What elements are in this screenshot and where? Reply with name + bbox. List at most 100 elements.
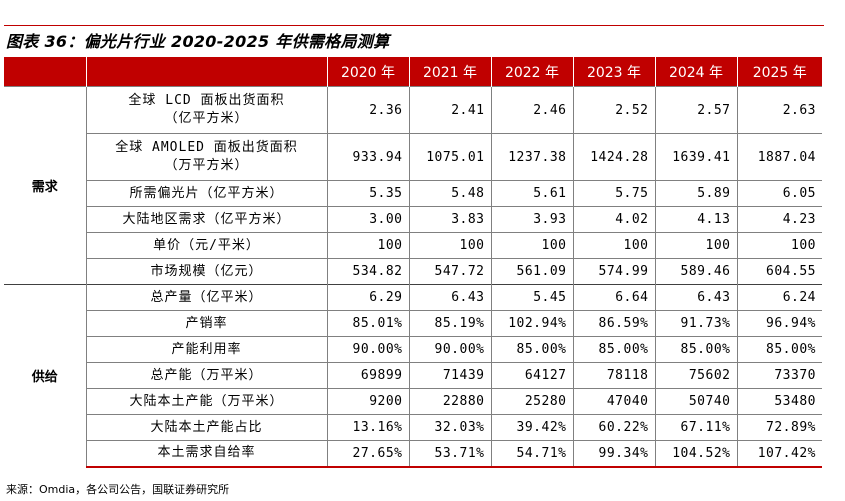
value-cell: 60.22% (572, 414, 655, 441)
table-row: 单价（元/平米） 100 100 100 100 100 100 (4, 232, 822, 259)
value-cell: 90.00% (408, 336, 491, 363)
value-cell: 100 (490, 232, 573, 259)
value-cell: 100 (736, 232, 822, 259)
value-cell: 6.05 (736, 180, 822, 207)
value-cell: 5.61 (490, 180, 573, 207)
value-cell: 25280 (490, 388, 573, 415)
header-year-2023: 2023 年 (572, 57, 655, 87)
value-cell: 4.02 (572, 206, 655, 233)
value-cell: 32.03% (408, 414, 491, 441)
table-body: 需求 全球 LCD 面板出货面积 （亿平方米） 2.36 2.41 2.46 2.52 2.… (4, 86, 822, 468)
value-cell: 2.52 (572, 86, 655, 134)
value-cell: 107.42% (736, 440, 822, 468)
group-label: 需求 (4, 86, 87, 285)
value-cell: 104.52% (654, 440, 737, 468)
value-cell: 67.11% (654, 414, 737, 441)
value-cell: 53.71% (408, 440, 491, 468)
value-cell: 96.94% (736, 310, 822, 337)
value-cell: 1075.01 (408, 133, 491, 181)
value-cell: 1237.38 (490, 133, 573, 181)
value-cell: 69899 (327, 362, 409, 389)
value-cell: 3.93 (490, 206, 573, 233)
value-cell: 1887.04 (736, 133, 822, 181)
value-cell: 5.75 (572, 180, 655, 207)
header-year-2021: 2021 年 (408, 57, 491, 87)
table-row: 大陆本土产能占比 13.16% 32.03% 39.42% 60.22% 67.11% 72… (4, 414, 822, 441)
value-cell: 85.01% (327, 310, 409, 337)
value-cell: 933.94 (327, 133, 409, 181)
value-cell: 534.82 (327, 258, 409, 285)
value-cell: 78118 (572, 362, 655, 389)
header-item-cell (85, 57, 327, 87)
value-cell: 1424.28 (572, 133, 655, 181)
value-cell: 47040 (572, 388, 655, 415)
table-row: 市场规模（亿元） 534.82 547.72 561.09 574.99 589.46 60… (4, 258, 822, 285)
header-group-cell (4, 57, 86, 87)
value-cell: 64127 (490, 362, 573, 389)
header-year-2024: 2024 年 (654, 57, 737, 87)
value-cell: 99.34% (572, 440, 655, 468)
value-cell: 13.16% (327, 414, 409, 441)
value-cell: 574.99 (572, 258, 655, 285)
value-cell: 73370 (736, 362, 822, 389)
value-cell: 90.00% (327, 336, 409, 363)
header-year-2025: 2025 年 (736, 57, 822, 87)
value-cell: 85.00% (572, 336, 655, 363)
value-cell: 53480 (736, 388, 822, 415)
value-cell: 50740 (654, 388, 737, 415)
value-cell: 27.65% (327, 440, 409, 468)
table-row: 产能利用率 90.00% 90.00% 85.00% 85.00% 85.00% 85.00… (4, 336, 822, 363)
table-row: 大陆本土产能（万平米） 9200 22880 25280 47040 50740 53480 (4, 388, 822, 415)
row-label: 总产能（万平米） (86, 362, 328, 389)
row-label: 本土需求自给率 (86, 440, 328, 468)
supply-demand-table: 2020 年 2021 年 2022 年 2023 年 2024 年 2025 … (4, 57, 822, 468)
table-row: 供给 总产量（亿平米） 6.29 6.43 5.45 6.64 6.43 6.24 (4, 284, 822, 467)
row-label: 总产量（亿平米） (86, 284, 328, 311)
header-row: 2020 年 2021 年 2022 年 2023 年 2024 年 2025 … (4, 57, 822, 87)
value-cell: 100 (654, 232, 737, 259)
value-cell: 85.00% (654, 336, 737, 363)
value-cell: 589.46 (654, 258, 737, 285)
header-year-2022: 2022 年 (490, 57, 573, 87)
value-cell: 6.24 (736, 284, 822, 311)
value-cell: 5.45 (490, 284, 573, 311)
row-label: 所需偏光片（亿平方米） (86, 180, 328, 207)
row-label: 大陆本土产能（万平米） (86, 388, 328, 415)
value-cell: 100 (327, 232, 409, 259)
value-cell: 39.42% (490, 414, 573, 441)
row-label: 全球 LCD 面板出货面积 （亿平方米） (86, 86, 328, 134)
value-cell: 85.00% (490, 336, 573, 363)
value-cell: 91.73% (654, 310, 737, 337)
source-note: 来源：Omdia，各公司公告，国联证券研究所 (6, 483, 230, 496)
value-cell: 75602 (654, 362, 737, 389)
value-cell: 547.72 (408, 258, 491, 285)
value-cell: 561.09 (490, 258, 573, 285)
row-label: 大陆地区需求（亿平方米） (86, 206, 328, 233)
table-row: 总产能（万平米） 69899 71439 64127 78118 75602 73370 (4, 362, 822, 389)
table-row: 产销率 85.01% 85.19% 102.94% 86.59% 91.73% 96.94% (4, 310, 822, 337)
figure-header: 图表 36：偏光片行业 2020-2025 年供需格局测算 (0, 0, 824, 55)
value-cell: 1639.41 (654, 133, 737, 181)
value-cell: 2.63 (736, 86, 822, 134)
value-cell: 2.36 (327, 86, 409, 134)
table-row: 需求 全球 LCD 面板出货面积 （亿平方米） 2.36 2.41 2.46 2.52 2.… (4, 86, 822, 285)
row-label: 大陆本土产能占比 (86, 414, 328, 441)
value-cell: 100 (572, 232, 655, 259)
value-cell: 6.64 (572, 284, 655, 311)
value-cell: 85.19% (408, 310, 491, 337)
value-cell: 6.29 (327, 284, 409, 311)
value-cell: 9200 (327, 388, 409, 415)
value-cell: 3.83 (408, 206, 491, 233)
row-label: 单价（元/平米） (86, 232, 328, 259)
table-row: 全球 AMOLED 面板出货面积 （万平方米） 933.94 1075.01 1237… (4, 133, 822, 181)
figure-title: 图表 36：偏光片行业 2020-2025 年供需格局测算 (6, 32, 390, 51)
value-cell: 72.89% (736, 414, 822, 441)
value-cell: 102.94% (490, 310, 573, 337)
value-cell: 85.00% (736, 336, 822, 363)
row-label: 产销率 (86, 310, 328, 337)
value-cell: 3.00 (327, 206, 409, 233)
value-cell: 2.41 (408, 86, 491, 134)
value-cell: 54.71% (490, 440, 573, 468)
table-row: 所需偏光片（亿平方米） 5.35 5.48 5.61 5.75 5.89 6.05 (4, 180, 822, 207)
value-cell: 6.43 (408, 284, 491, 311)
